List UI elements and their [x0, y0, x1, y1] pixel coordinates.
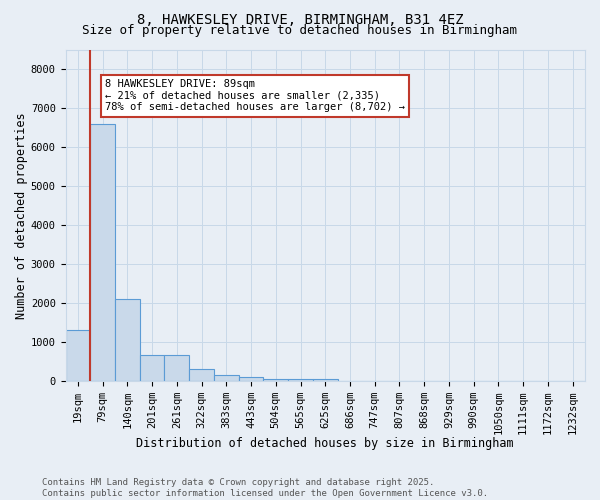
Bar	[164, 356, 189, 381]
X-axis label: Distribution of detached houses by size in Birmingham: Distribution of detached houses by size …	[136, 437, 514, 450]
Bar	[263, 379, 288, 381]
Text: 8, HAWKESLEY DRIVE, BIRMINGHAM, B31 4EZ: 8, HAWKESLEY DRIVE, BIRMINGHAM, B31 4EZ	[137, 12, 463, 26]
Bar	[239, 377, 263, 381]
Bar	[189, 369, 214, 381]
Bar	[140, 356, 164, 381]
Text: 8 HAWKESLEY DRIVE: 89sqm
← 21% of detached houses are smaller (2,335)
78% of sem: 8 HAWKESLEY DRIVE: 89sqm ← 21% of detach…	[105, 79, 405, 112]
Bar	[115, 299, 140, 381]
Bar	[288, 379, 313, 381]
Y-axis label: Number of detached properties: Number of detached properties	[15, 112, 28, 318]
Bar	[65, 330, 90, 381]
Bar	[90, 124, 115, 381]
Text: Contains HM Land Registry data © Crown copyright and database right 2025.
Contai: Contains HM Land Registry data © Crown c…	[42, 478, 488, 498]
Bar	[313, 379, 338, 381]
Bar	[214, 376, 239, 381]
Text: Size of property relative to detached houses in Birmingham: Size of property relative to detached ho…	[83, 24, 517, 37]
